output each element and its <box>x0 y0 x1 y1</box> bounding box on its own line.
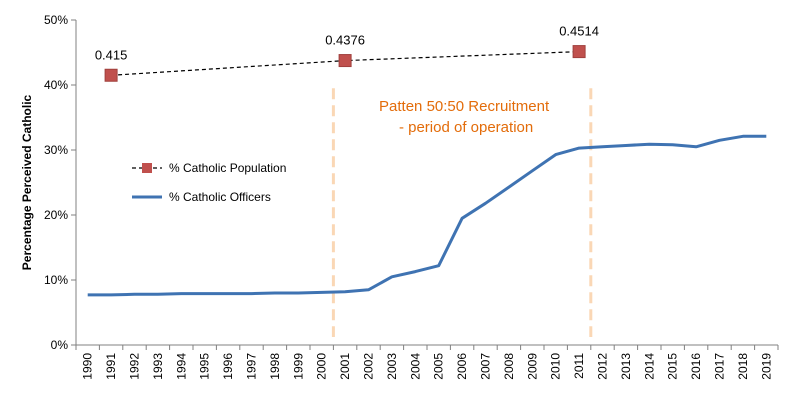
x-tick-label: 2016 <box>689 353 703 380</box>
x-tick-labels: 1990 1991 1992 1993 1994 1995 1996 1997 1998 1999… <box>81 353 774 380</box>
annotation-line-2: - period of operation <box>399 119 533 136</box>
legend-item-catholic-officers: % Catholic Officers <box>132 190 271 204</box>
y-tick-label: 20% <box>44 208 68 222</box>
x-tick-label: 2014 <box>642 353 656 380</box>
x-tick-label: 2013 <box>619 353 633 380</box>
x-tick-label: 2006 <box>455 353 469 380</box>
y-axis-title: Percentage Perceived Catholic <box>20 94 34 270</box>
x-tick-label: 2009 <box>525 353 539 380</box>
x-tick-label: 1992 <box>128 353 142 380</box>
x-tick-label: 2011 <box>572 353 586 379</box>
axes <box>71 19 779 350</box>
population-marker <box>338 54 352 68</box>
population-data-label: 0.415 <box>95 47 128 62</box>
y-tick-label: 0% <box>51 338 69 352</box>
x-tick-label: 1997 <box>245 353 259 380</box>
x-tick-label: 2019 <box>759 353 773 380</box>
x-tick-label: 2000 <box>315 353 329 380</box>
x-tick-label: 1993 <box>151 353 165 380</box>
x-tick-label: 2008 <box>502 353 516 380</box>
x-tick-label: 1996 <box>221 353 235 380</box>
x-tick-label: 1991 <box>104 353 118 380</box>
x-tick-label: 2012 <box>596 353 610 380</box>
legend-swatch-population-marker <box>142 163 152 173</box>
population-data-label: 0.4514 <box>559 24 599 39</box>
annotation-line-1: Patten 50:50 Recruitment <box>379 98 550 115</box>
y-tick-label: 30% <box>44 143 68 157</box>
x-tick-label: 2018 <box>736 353 750 380</box>
legend-label-officers: % Catholic Officers <box>169 190 271 204</box>
period-markers <box>331 88 593 337</box>
series-catholic-officers <box>87 134 767 297</box>
y-tick-labels: 0% 10% 20% 30% 40% 50% <box>44 13 68 352</box>
officers-line <box>87 134 767 297</box>
x-tick-label: 2003 <box>385 353 399 380</box>
x-tick-label: 1998 <box>268 353 282 380</box>
y-tick-label: 40% <box>44 78 68 92</box>
x-tick-label: 2007 <box>479 353 493 380</box>
x-tick-label: 2002 <box>362 353 376 380</box>
x-tick-label: 1994 <box>174 353 188 380</box>
legend: % Catholic Population % Catholic Officer… <box>132 161 286 204</box>
legend-label-population: % Catholic Population <box>169 161 286 175</box>
population-data-label: 0.4376 <box>325 33 365 48</box>
x-tick-label: 2010 <box>549 353 563 380</box>
x-tick-label: 2001 <box>338 353 352 380</box>
x-tick-label: 1990 <box>81 353 95 380</box>
x-tick-label: 2015 <box>666 353 680 380</box>
x-tick-label: 1999 <box>291 353 305 380</box>
legend-item-catholic-population: % Catholic Population <box>132 161 286 175</box>
y-tick-label: 50% <box>44 13 68 27</box>
x-tick-label: 1995 <box>198 353 212 380</box>
series-catholic-population: 0.415 0.4376 0.4514 <box>95 24 599 82</box>
population-marker <box>572 45 586 59</box>
x-tick-label: 2004 <box>408 353 422 380</box>
population-marker <box>104 68 118 82</box>
x-tick-label: 2005 <box>432 353 446 380</box>
y-tick-label: 10% <box>44 273 68 287</box>
x-tick-label: 2017 <box>713 353 727 380</box>
